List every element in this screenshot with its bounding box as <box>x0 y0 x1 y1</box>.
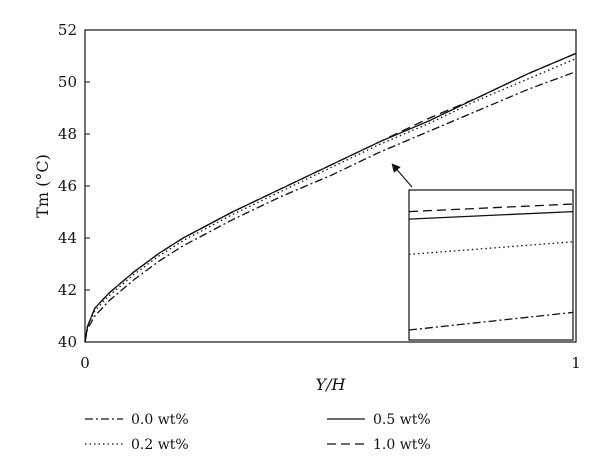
legend-label-3: 1.0 wt% <box>373 437 431 453</box>
plot-area <box>84 52 577 343</box>
axes: 40 42 44 46 48 50 52 0 1 Y/H Tm (°C) <box>33 21 581 394</box>
legend-label-1: 0.2 wt% <box>131 437 189 453</box>
legend-label-0: 0.0 wt% <box>131 412 189 428</box>
inset-series-line-3 <box>408 311 574 331</box>
y-tick-label: 42 <box>58 281 77 299</box>
series-line-3 <box>84 52 577 343</box>
legend-label-2: 0.5 wt% <box>373 412 431 428</box>
x-tick-label: 0 <box>80 354 90 372</box>
y-tick-label: 48 <box>58 125 77 143</box>
y-tick-label: 44 <box>58 229 77 247</box>
y-tick-label: 40 <box>58 333 77 351</box>
legend: 0.0 wt% 0.2 wt% 0.5 wt% 1.0 wt% <box>85 412 431 453</box>
y-tick-label: 52 <box>58 21 77 39</box>
y-tick-label: 50 <box>58 73 77 91</box>
y-tick-label: 46 <box>58 177 77 195</box>
x-axis-label: Y/H <box>316 375 347 394</box>
annotation-arrow <box>391 163 413 188</box>
y-axis-label: Tm (°C) <box>33 154 52 218</box>
inset-zoom <box>391 163 574 341</box>
series-line-1 <box>84 58 577 343</box>
inset-series-line-2 <box>408 241 574 256</box>
series-line-0 <box>84 70 577 343</box>
x-tick-label: 1 <box>571 354 581 372</box>
inset-series-line-1 <box>408 210 574 220</box>
